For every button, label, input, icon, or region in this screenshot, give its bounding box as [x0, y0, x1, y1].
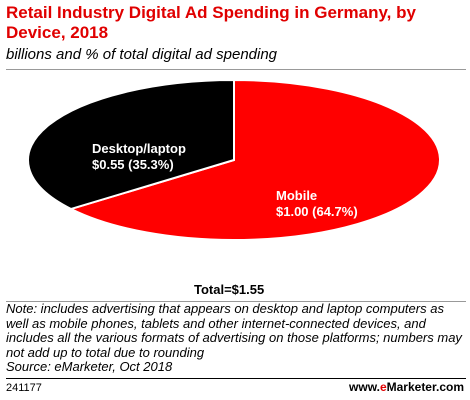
slice-value-mobile: $1.00 (64.7%) [276, 204, 358, 219]
brand-prefix: www. [349, 380, 380, 394]
pie-slices [27, 78, 441, 241]
brand-logo[interactable]: www.eMarketer.com [349, 380, 464, 395]
chart-id: 241177 [6, 382, 42, 394]
brand-accent: e [379, 380, 387, 394]
note-text: Note: includes advertising that appears … [6, 301, 462, 360]
source-text: Source: eMarketer, Oct 2018 [6, 359, 173, 375]
pie-chart: Desktop/laptop $0.55 (35.3%) Mobile $1.0… [27, 78, 441, 297]
chart-subtitle: billions and % of total digital ad spend… [6, 46, 278, 63]
slice-labels: Desktop/laptop $0.55 (35.3%) Mobile $1.0… [92, 141, 358, 219]
slice-desktop [27, 78, 235, 211]
footnote: Note: includes advertising that appears … [6, 301, 466, 375]
slice-label-mobile: Mobile [276, 188, 317, 203]
slice-mobile [68, 78, 441, 241]
note-divider [6, 301, 466, 302]
header-divider [6, 69, 466, 70]
chart-title: Retail Industry Digital Ad Spending in G… [6, 3, 416, 42]
slice-label-desktop: Desktop/laptop [92, 141, 186, 156]
slice-value-desktop: $0.55 (35.3%) [92, 157, 174, 172]
brand-suffix: Marketer.com [386, 380, 464, 394]
total-label: Total=$1.55 [194, 282, 264, 297]
footer-divider [6, 378, 466, 379]
